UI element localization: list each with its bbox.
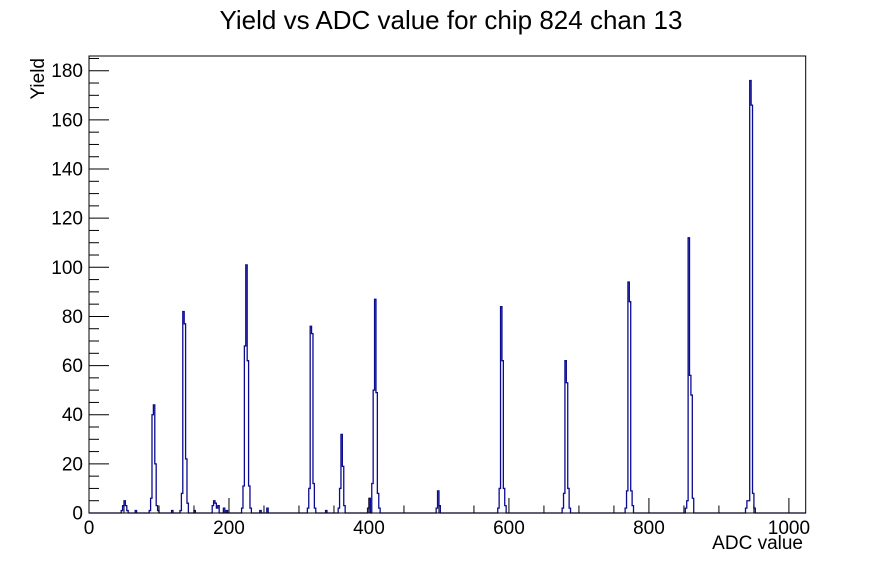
- plot-frame: [88, 55, 807, 514]
- x-tick-label: 200: [213, 518, 245, 539]
- x-tick-label: 800: [633, 518, 665, 539]
- x-tick-label: 600: [493, 518, 525, 539]
- chart-title: Yield vs ADC value for chip 824 chan 13: [220, 5, 683, 35]
- y-axis-title: Yield: [28, 58, 49, 100]
- x-tick-label: 400: [353, 518, 385, 539]
- x-axis-title: ADC value: [712, 533, 803, 554]
- y-tick-label: 100: [51, 258, 83, 279]
- y-tick-label: 20: [62, 454, 83, 475]
- y-tick-label: 0: [72, 504, 83, 525]
- histogram-line: [89, 79, 806, 514]
- y-tick-label: 40: [62, 405, 83, 426]
- plot-area: 0 20 40 60 80 100 120 140 160 180 0 200 400 600 800 100…: [51, 55, 810, 539]
- y-tick-label: 160: [51, 110, 83, 131]
- y-tick-label: 80: [62, 307, 83, 328]
- y-tick-label: 140: [51, 160, 83, 181]
- y-tick-label: 180: [51, 61, 83, 82]
- y-tick-label: 60: [62, 356, 83, 377]
- x-tick-label: 1000: [768, 518, 810, 539]
- x-tick-label: 0: [84, 518, 95, 539]
- y-tick-label: 120: [51, 209, 83, 230]
